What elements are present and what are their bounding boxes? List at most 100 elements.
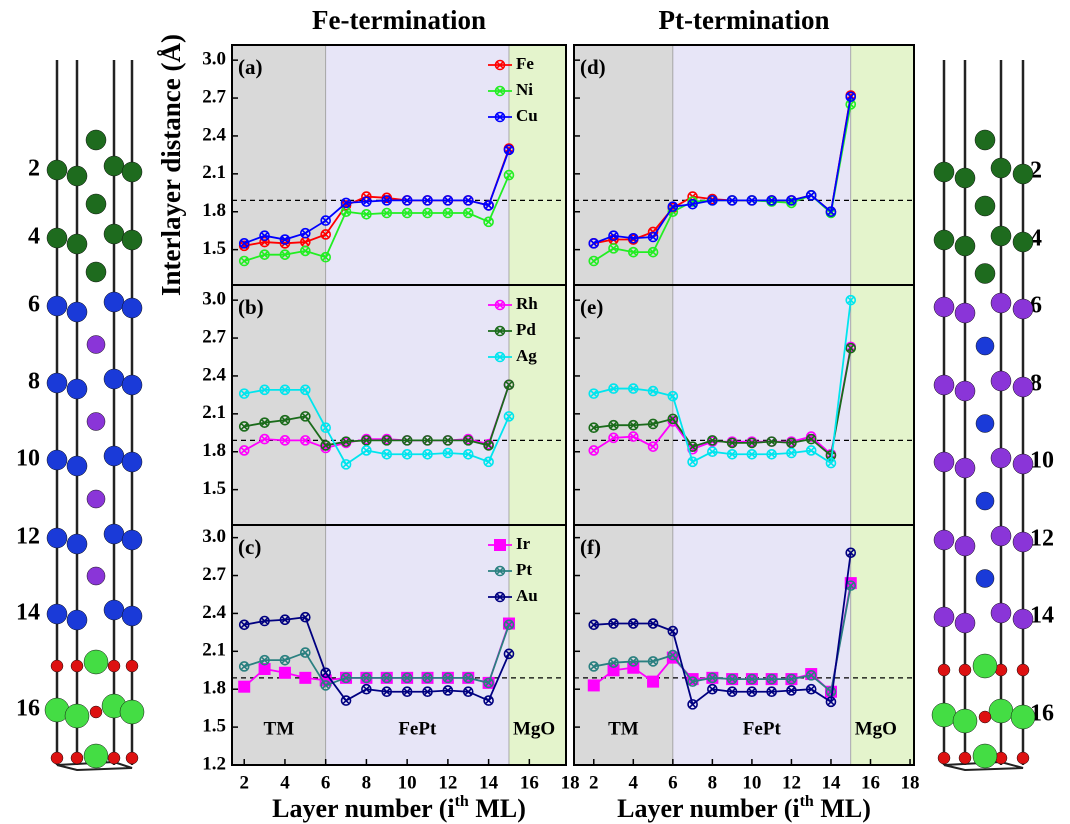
- panel-label: (c): [238, 535, 261, 559]
- x-tick-label: 6: [668, 772, 678, 793]
- region: [851, 285, 914, 525]
- atom: [122, 230, 142, 250]
- layer-label: 10: [1030, 448, 1054, 474]
- atom: [90, 706, 102, 718]
- atom: [955, 381, 975, 401]
- atom: [51, 752, 63, 764]
- x-tick-label: 2: [589, 772, 599, 793]
- y-tick-label: 2.1: [202, 402, 226, 423]
- layer-label: 4: [28, 224, 40, 250]
- atom: [976, 337, 994, 355]
- atom: [67, 534, 87, 554]
- legend-label: Ni: [516, 80, 533, 99]
- y-tick-label: 1.8: [202, 200, 226, 221]
- y-tick-label: 2.7: [202, 326, 226, 347]
- atom: [104, 446, 124, 466]
- atom: [934, 452, 954, 472]
- atom: [959, 752, 971, 764]
- atom: [122, 606, 142, 626]
- atom: [67, 379, 87, 399]
- atom: [934, 162, 954, 182]
- column-title: Pt-termination: [659, 5, 830, 35]
- x-tick-label: 10: [398, 772, 417, 793]
- atom: [991, 603, 1011, 623]
- atom: [67, 302, 87, 322]
- region: [574, 45, 673, 285]
- atom: [86, 262, 106, 282]
- layer-label: 14: [1030, 603, 1054, 629]
- legend-label: Fe: [516, 54, 534, 73]
- atom: [991, 293, 1011, 313]
- y-tick-label: 2.4: [202, 364, 226, 385]
- atom: [87, 413, 105, 431]
- layer-label: 6: [28, 292, 40, 318]
- legend-label: Pd: [516, 320, 536, 339]
- atom: [1013, 299, 1033, 319]
- atom: [104, 600, 124, 620]
- y-tick-label: 3.0: [202, 289, 226, 310]
- atom: [87, 490, 105, 508]
- panel-label: (d): [580, 55, 606, 79]
- y-tick-label: 2.4: [202, 124, 226, 145]
- atom: [86, 194, 106, 214]
- marker: [608, 664, 620, 676]
- atom: [87, 567, 105, 585]
- y-tick-label: 1.5: [202, 478, 226, 499]
- atom: [51, 660, 63, 672]
- x-tick-label: 8: [362, 772, 372, 793]
- atom: [104, 224, 124, 244]
- region: [232, 285, 326, 525]
- atom: [975, 196, 995, 216]
- atom: [122, 162, 142, 182]
- x-tick-label: 18: [901, 772, 920, 793]
- y-tick-label: 1.5: [202, 715, 226, 736]
- x-axis-label-part: ML): [469, 794, 526, 823]
- atom: [934, 530, 954, 550]
- y-tick-label: 2.7: [202, 86, 226, 107]
- layer-label: 10: [16, 446, 40, 472]
- column-title: Fe-termination: [312, 5, 486, 35]
- atom: [120, 700, 144, 724]
- x-axis-label-part: th: [455, 793, 469, 810]
- atom: [104, 524, 124, 544]
- x-axis-label-part: th: [800, 793, 814, 810]
- region-label: TM: [264, 718, 295, 739]
- panel-label: (a): [238, 55, 263, 79]
- atom: [122, 298, 142, 318]
- x-tick-label: 16: [520, 772, 539, 793]
- layer-label: 8: [28, 369, 40, 395]
- panel-label: (e): [580, 295, 603, 319]
- panel-label: (f): [580, 535, 601, 559]
- marker: [588, 679, 600, 691]
- x-axis-label: Layer number (ith ML): [617, 793, 871, 823]
- region-label: MgO: [855, 718, 897, 739]
- atom: [122, 530, 142, 550]
- atom: [955, 613, 975, 633]
- region: [574, 285, 673, 525]
- atom: [991, 448, 1011, 468]
- region: [673, 45, 851, 285]
- legend-label: Ir: [516, 534, 531, 553]
- atom: [47, 228, 67, 248]
- atom: [975, 130, 995, 150]
- atom: [104, 292, 124, 312]
- atom: [122, 452, 142, 472]
- atom: [122, 375, 142, 395]
- layer-label: 16: [16, 696, 40, 722]
- x-tick-label: 10: [742, 772, 761, 793]
- legend-label: Rh: [516, 294, 538, 313]
- x-tick-label: 2: [239, 772, 249, 793]
- legend-label: Cu: [516, 106, 538, 125]
- atom: [126, 752, 138, 764]
- atom: [84, 650, 108, 674]
- y-tick-label: 3.0: [202, 49, 226, 70]
- atom: [1013, 454, 1033, 474]
- atom: [991, 371, 1011, 391]
- atom: [47, 296, 67, 316]
- x-axis-label-part: ML): [814, 794, 871, 823]
- atom: [973, 654, 997, 678]
- atom: [973, 744, 997, 768]
- atom: [955, 236, 975, 256]
- atom: [47, 373, 67, 393]
- marker: [299, 672, 311, 684]
